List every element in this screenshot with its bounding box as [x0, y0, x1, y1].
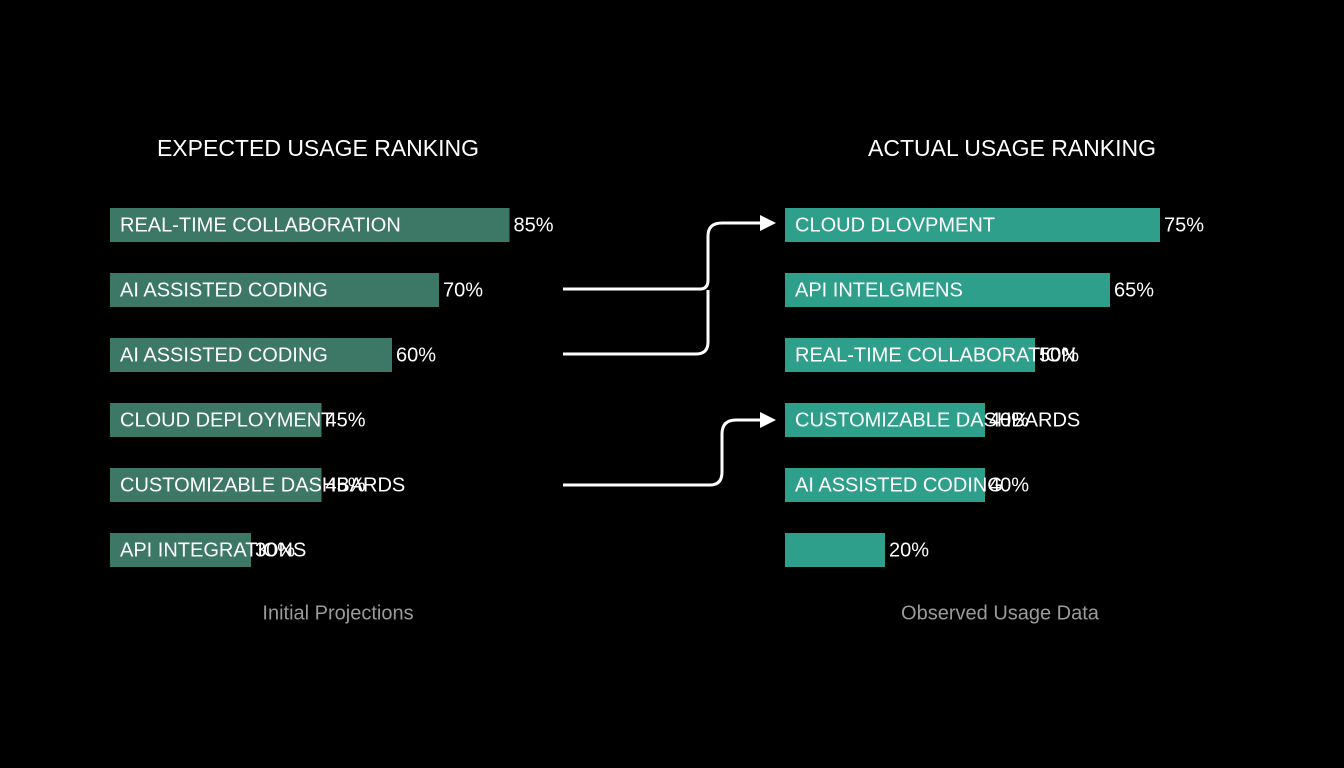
value-label: 70%	[443, 279, 483, 301]
arrowhead	[760, 412, 776, 428]
bar	[110, 338, 392, 372]
bar	[110, 403, 322, 437]
value-label: 60%	[396, 344, 436, 366]
bar-label: API INTELGMENS	[795, 279, 963, 301]
value-label: 65%	[1114, 279, 1154, 301]
value-label: 40%	[989, 474, 1029, 496]
bar	[785, 273, 1110, 307]
bar-label: REAL-TIME COLLABORATION	[120, 214, 401, 236]
bar-label: CUSTOMIZABLE DASHBARDS	[795, 409, 1080, 431]
bar-label: CLOUD DEPLOYMENT	[120, 409, 333, 431]
value-label: 45%	[326, 409, 366, 431]
arrows	[563, 221, 762, 487]
bar	[785, 338, 1035, 372]
value-label: 30%	[255, 539, 295, 561]
bar	[110, 273, 439, 307]
bar	[110, 208, 510, 242]
arrow	[563, 290, 710, 356]
bar-label: AI ASSISTED CODING	[795, 474, 1003, 496]
caption: Initial Projections	[262, 602, 413, 624]
bar-label: API INTEGRATIONS	[120, 539, 306, 561]
chart-title: ACTUAL USAGE RANKING	[868, 135, 1156, 161]
bar-label: AI ASSISTED CODING	[120, 344, 328, 366]
arrow	[563, 221, 762, 291]
value-label: 45%	[326, 474, 366, 496]
bar	[110, 533, 251, 567]
arrow	[563, 418, 762, 487]
bar	[785, 468, 985, 502]
value-label: 20%	[889, 539, 929, 561]
bar-label: CLOUD DLOVPMENT	[795, 214, 995, 236]
bar-label: AI ASSISTED CODING	[120, 279, 328, 301]
arrowhead	[760, 215, 776, 231]
chart-title: EXPECTED USAGE RANKING	[157, 135, 479, 161]
bar-label: CUSTOMIZABLE DASHBARDS	[120, 474, 405, 496]
value-label: 75%	[1164, 214, 1204, 236]
bar	[110, 468, 322, 502]
value-label: 85%	[514, 214, 554, 236]
bar	[785, 533, 885, 567]
value-label: 50%	[1039, 344, 1079, 366]
bar-label: REAL-TIME COLLABORATION	[795, 344, 1076, 366]
caption: Observed Usage Data	[901, 602, 1100, 624]
bar	[785, 403, 985, 437]
bar	[785, 208, 1160, 242]
value-label: 40%	[989, 409, 1029, 431]
